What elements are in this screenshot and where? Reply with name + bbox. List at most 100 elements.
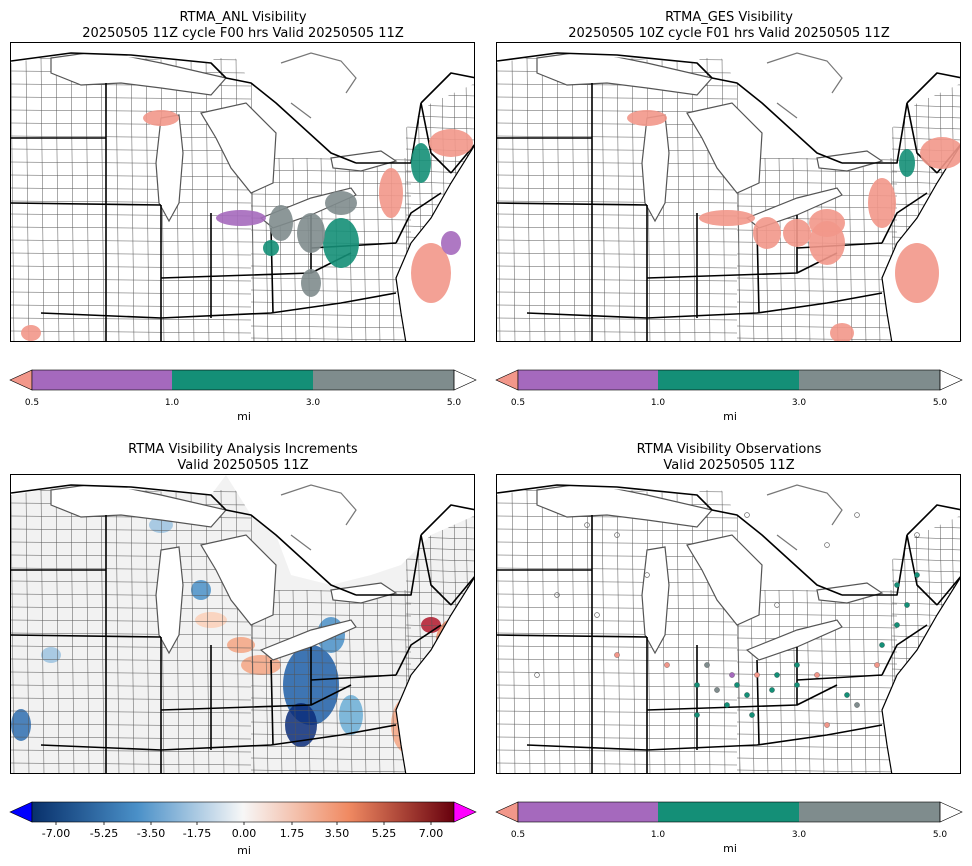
- north-area: [497, 475, 712, 495]
- colorbar-vis-ges-svg: [495, 369, 963, 391]
- canada-area: [712, 475, 960, 585]
- tick-0.00: 0.00: [231, 827, 257, 840]
- under-triangle: [9, 801, 33, 823]
- colorbar-frame: [517, 801, 941, 823]
- bin-1.0-3.0: [658, 370, 799, 390]
- colorbar-vis-anl-svg: [9, 369, 477, 391]
- observation-marker-clear: [824, 542, 830, 548]
- canada-area: [226, 43, 474, 153]
- visibility-area: [216, 210, 266, 226]
- colorbar-vis-obs: 0.5 1.0 3.0 5.0 mi: [495, 800, 964, 860]
- visibility-area: [411, 143, 431, 183]
- observation-marker: [614, 652, 620, 658]
- visibility-area: [441, 231, 461, 255]
- panel-title-anl: RTMA_ANL Visibility 20250505 11Z cycle F…: [8, 10, 478, 42]
- colorbar-unit: mi: [237, 844, 251, 857]
- observation-marker-clear: [644, 572, 650, 578]
- title-line-1: RTMA Visibility Analysis Increments: [128, 442, 358, 457]
- title-line-2: Valid 20250505 11Z: [177, 458, 309, 473]
- increment-area: [11, 709, 31, 741]
- tick--5.25: -5.25: [89, 827, 119, 840]
- lake-huron: [200, 102, 277, 194]
- map-observations: [496, 474, 961, 774]
- bin-3.0-5.0: [313, 370, 454, 390]
- atlantic-ocean: [396, 578, 474, 773]
- observation-marker: [729, 672, 735, 678]
- lake-michigan: [155, 114, 184, 223]
- coastline: [881, 145, 960, 341]
- tick-1.75: 1.75: [279, 827, 305, 840]
- visibility-area: [263, 240, 279, 256]
- tick-3.0: 3.0: [791, 398, 807, 408]
- under-triangle: [9, 369, 33, 391]
- panel-title-observations: RTMA Visibility Observations Valid 20250…: [494, 442, 964, 474]
- observation-marker-clear: [554, 592, 560, 598]
- observation-marker-clear: [854, 512, 860, 518]
- colorbar-gradient: [31, 801, 455, 823]
- lake-ontario: [816, 582, 884, 604]
- bin-1.0-3.0: [658, 802, 799, 822]
- colorbar-frame: [517, 369, 941, 391]
- canada-lake-outlines: [766, 484, 843, 551]
- visibility-area: [269, 205, 293, 241]
- lake-erie: [259, 619, 357, 661]
- under-triangle: [495, 369, 519, 391]
- coastline: [395, 577, 474, 773]
- title-line-1: RTMA Visibility Observations: [636, 442, 822, 457]
- bin-0.5-1.0: [518, 802, 658, 822]
- visibility-area: [411, 243, 451, 303]
- tick--3.50: -3.50: [136, 827, 166, 840]
- title-line-2: 20250505 10Z cycle F01 hrs Valid 2025050…: [568, 26, 890, 41]
- observation-marker: [794, 682, 800, 688]
- map-ges: [496, 42, 961, 342]
- atlantic-ocean: [882, 146, 960, 341]
- colorbar-unit: mi: [723, 410, 737, 423]
- increment-area: [195, 612, 227, 628]
- over-triangle: [939, 801, 963, 823]
- lake-michigan: [641, 114, 670, 223]
- visibility-area: [868, 178, 896, 228]
- visibility-area: [301, 269, 321, 297]
- tick-1.0: 1.0: [650, 830, 666, 840]
- colorbar-increments-svg: [9, 801, 477, 825]
- coastline: [395, 145, 474, 341]
- visibility-area: [627, 110, 667, 126]
- colorbar-vis-anl: 0.5 1.0 3.0 5.0 mi: [9, 368, 478, 428]
- visibility-area: [895, 243, 939, 303]
- title-line-2: 20250505 11Z cycle F00 hrs Valid 2025050…: [82, 26, 404, 41]
- visibility-area: [143, 110, 179, 126]
- bin-3.0-5.0: [799, 370, 940, 390]
- over-triangle: [453, 369, 477, 391]
- state-borders: [497, 484, 960, 773]
- lake-huron: [686, 102, 763, 194]
- observation-marker: [774, 672, 780, 678]
- tick-0.5: 0.5: [24, 398, 40, 408]
- observation-marker: [844, 692, 850, 698]
- tick-3.0: 3.0: [305, 398, 321, 408]
- observation-marker: [814, 672, 820, 678]
- north-area: [497, 43, 712, 63]
- lake-huron: [686, 534, 763, 626]
- map-anl-svg: [11, 43, 474, 341]
- visibility-area: [325, 191, 357, 215]
- tick--7.00: -7.00: [41, 827, 71, 840]
- bin-1.0-3.0: [172, 370, 313, 390]
- visibility-area: [899, 149, 915, 177]
- observation-marker: [694, 712, 700, 718]
- panel-title-ges: RTMA_GES Visibility 20250505 10Z cycle F…: [494, 10, 964, 42]
- observation-marker: [714, 687, 720, 693]
- bin-3.0-5.0: [799, 802, 940, 822]
- visibility-area: [753, 217, 781, 249]
- title-line-1: RTMA_GES Visibility: [665, 10, 793, 25]
- county-lines: [11, 57, 255, 341]
- tick-5.0: 5.0: [932, 398, 948, 408]
- increment-area: [41, 647, 61, 663]
- visibility-area: [429, 129, 473, 157]
- north-area: [11, 43, 226, 63]
- observation-marker: [794, 662, 800, 668]
- colorbar-unit: mi: [723, 842, 737, 855]
- tick-5.0: 5.0: [932, 830, 948, 840]
- observation-marker: [894, 622, 900, 628]
- observation-marker: [749, 712, 755, 718]
- title-line-2: Valid 20250505 11Z: [663, 458, 795, 473]
